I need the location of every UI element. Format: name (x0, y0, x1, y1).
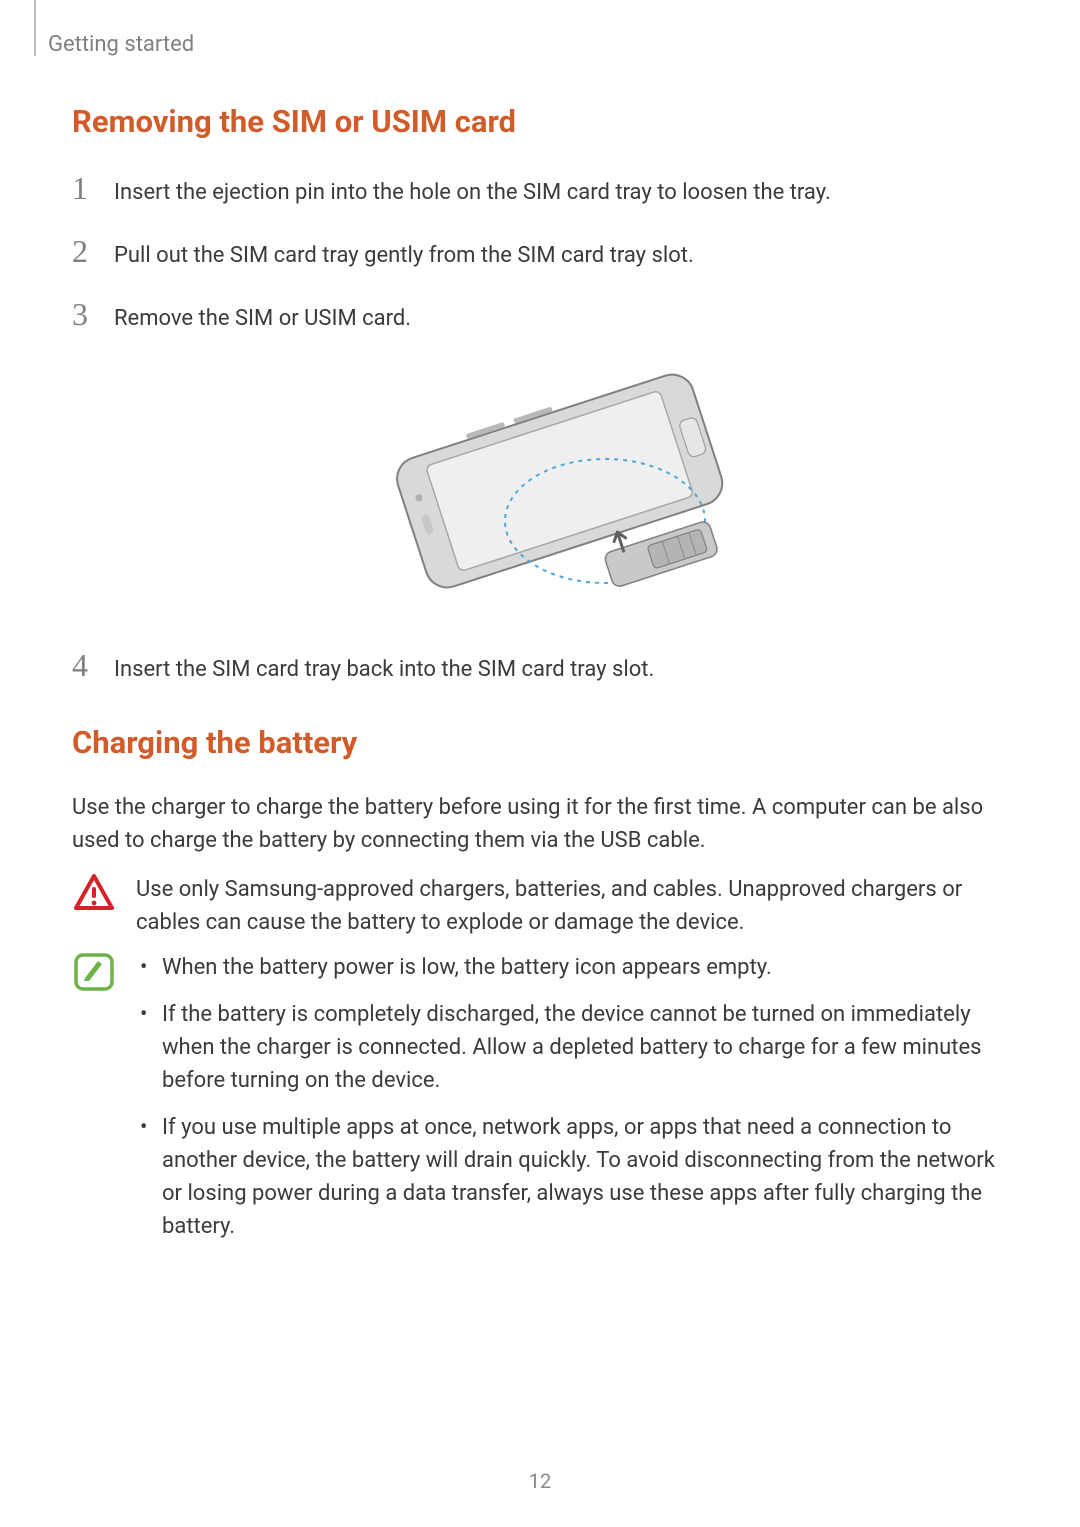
section-heading-charging: Charging the battery (72, 724, 1008, 761)
warning-text: Use only Samsung-approved chargers, batt… (136, 873, 1008, 939)
step-number: 2 (72, 233, 96, 270)
step-text: Remove the SIM or USIM card. (114, 303, 411, 335)
note-list-item: If the battery is completely discharged,… (136, 998, 1008, 1097)
note-callout: When the battery power is low, the batte… (72, 951, 1008, 1257)
step-item: 4 Insert the SIM card tray back into the… (72, 647, 1008, 686)
note-list-item: If you use multiple apps at once, networ… (136, 1111, 1008, 1243)
header-vertical-rule (34, 0, 36, 56)
note-icon (72, 951, 116, 1257)
sim-removal-illustration (72, 359, 1008, 609)
step-number: 3 (72, 296, 96, 333)
section-heading-removing-sim: Removing the SIM or USIM card (72, 103, 1008, 140)
breadcrumb: Getting started (48, 32, 1008, 57)
phone-diagram-svg (330, 359, 750, 609)
step-item: 3 Remove the SIM or USIM card. (72, 296, 1008, 335)
note-list: When the battery power is low, the batte… (136, 951, 1008, 1243)
warning-icon (72, 873, 116, 939)
note-list-item: When the battery power is low, the batte… (136, 951, 1008, 984)
page-number: 12 (0, 1469, 1080, 1493)
step-item: 2 Pull out the SIM card tray gently from… (72, 233, 1008, 272)
step-text: Pull out the SIM card tray gently from t… (114, 240, 694, 272)
warning-callout: Use only Samsung-approved chargers, batt… (72, 873, 1008, 939)
intro-paragraph: Use the charger to charge the battery be… (72, 791, 1008, 857)
step-number: 1 (72, 170, 96, 207)
step-text: Insert the ejection pin into the hole on… (114, 177, 831, 209)
note-body: When the battery power is low, the batte… (136, 951, 1008, 1257)
step-number: 4 (72, 647, 96, 684)
step-text: Insert the SIM card tray back into the S… (114, 654, 654, 686)
step-item: 1 Insert the ejection pin into the hole … (72, 170, 1008, 209)
